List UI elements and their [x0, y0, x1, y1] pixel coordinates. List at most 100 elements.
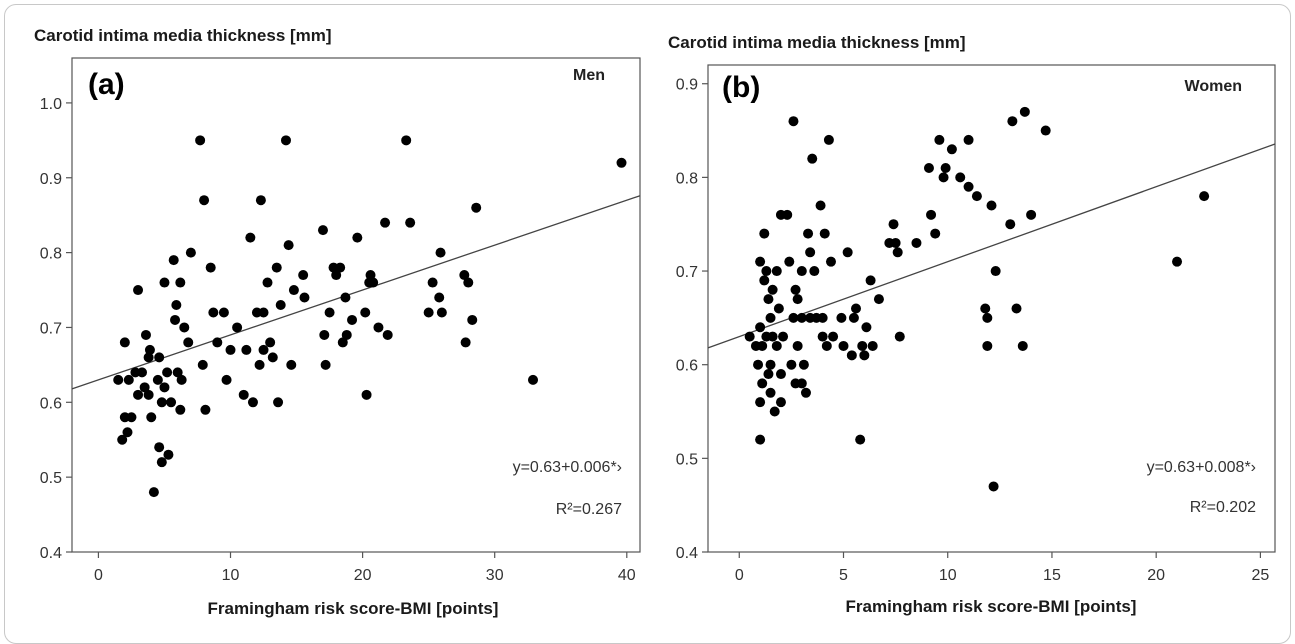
data-point	[255, 195, 266, 206]
data-point	[873, 294, 884, 305]
data-point	[283, 240, 294, 251]
data-point	[168, 255, 179, 266]
data-point	[137, 367, 148, 378]
data-point	[784, 256, 795, 267]
data-point	[176, 374, 187, 385]
data-point	[126, 412, 137, 423]
data-point	[133, 389, 144, 400]
data-point	[755, 322, 766, 333]
data-point	[819, 228, 830, 239]
data-point	[763, 294, 774, 305]
data-point	[241, 344, 252, 355]
data-points	[113, 135, 627, 498]
data-point	[434, 292, 445, 303]
data-point	[319, 329, 330, 340]
data-point	[778, 331, 789, 342]
data-point	[265, 337, 276, 348]
data-point	[757, 378, 768, 389]
data-point	[809, 266, 820, 277]
data-point	[368, 277, 379, 288]
data-point	[769, 406, 780, 417]
data-point	[855, 434, 866, 445]
y-tick-label: 0.7	[676, 264, 698, 281]
data-point	[123, 374, 134, 385]
data-point	[324, 307, 335, 318]
data-point	[938, 172, 949, 183]
data-point	[990, 266, 1001, 277]
y-ticks: 0.4 0.5 0.6 0.7 0.8 0.9 1.0	[40, 96, 72, 562]
data-point	[821, 340, 832, 351]
data-point	[175, 404, 186, 415]
data-point	[258, 344, 269, 355]
x-tick-label: 15	[1043, 567, 1061, 584]
x-axis-label: Framingham risk score-BMI [points]	[846, 597, 1137, 616]
data-point	[373, 322, 384, 333]
data-point	[842, 247, 853, 258]
data-point	[360, 307, 371, 318]
data-point	[156, 397, 167, 408]
data-point	[767, 284, 778, 295]
data-point	[299, 292, 310, 303]
data-point	[197, 359, 208, 370]
data-point	[761, 266, 772, 277]
data-point	[423, 307, 434, 318]
data-point	[405, 217, 416, 228]
panel-label: (a)	[88, 68, 125, 101]
panel-b: Carotid intima media thickness [mm] (b) …	[668, 33, 1276, 616]
data-point	[846, 350, 857, 361]
data-point	[771, 340, 782, 351]
data-point	[280, 135, 291, 146]
data-point	[926, 209, 937, 220]
data-point	[218, 307, 229, 318]
x-tick-label: 30	[486, 567, 504, 584]
data-point	[800, 387, 811, 398]
data-point	[1005, 219, 1016, 230]
data-point	[851, 303, 862, 314]
data-point	[340, 292, 351, 303]
data-point	[185, 247, 196, 258]
data-point	[755, 434, 766, 445]
data-point	[382, 329, 393, 340]
data-point	[144, 344, 155, 355]
x-tick-label: 10	[222, 567, 240, 584]
data-point	[179, 322, 190, 333]
data-point	[352, 232, 363, 243]
data-point	[163, 449, 174, 460]
data-point	[463, 277, 474, 288]
data-point	[528, 374, 539, 385]
data-point	[825, 256, 836, 267]
data-point	[792, 294, 803, 305]
data-point	[1019, 106, 1030, 117]
panel-a: Carotid intima media thickness [mm] (a) …	[34, 26, 641, 618]
y-tick-label: 0.8	[676, 170, 698, 187]
data-point	[1026, 209, 1037, 220]
data-point	[773, 303, 784, 314]
data-point	[828, 331, 839, 342]
data-point	[986, 200, 997, 211]
data-point	[247, 397, 258, 408]
data-point	[1007, 116, 1018, 127]
data-point	[771, 266, 782, 277]
data-point	[199, 195, 210, 206]
data-point	[744, 331, 755, 342]
data-point	[298, 270, 309, 281]
data-point	[436, 307, 447, 318]
data-point	[955, 172, 966, 183]
data-point	[790, 284, 801, 295]
data-point	[435, 247, 446, 258]
data-point	[865, 275, 876, 286]
data-point	[139, 382, 150, 393]
data-point	[380, 217, 391, 228]
data-point	[172, 367, 183, 378]
data-point	[245, 232, 256, 243]
data-point	[273, 397, 284, 408]
group-label: Women	[1185, 78, 1242, 95]
data-point	[208, 307, 219, 318]
data-point	[894, 331, 905, 342]
data-point	[803, 228, 814, 239]
x-tick-label: 10	[939, 567, 957, 584]
data-point	[119, 337, 130, 348]
data-point	[113, 374, 124, 385]
data-point	[923, 163, 934, 174]
data-point	[755, 397, 766, 408]
